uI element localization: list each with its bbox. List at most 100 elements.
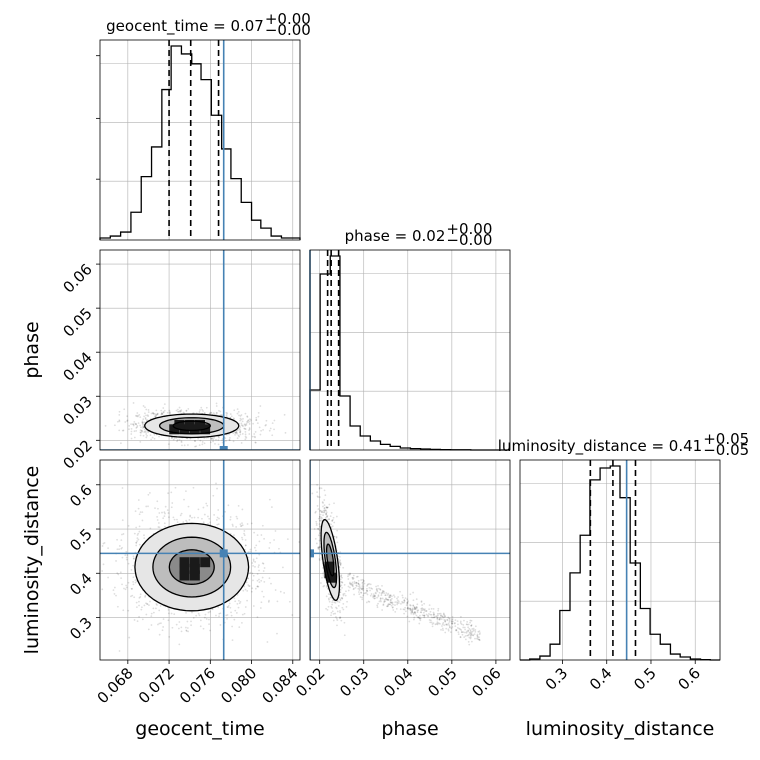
sample-point (417, 616, 420, 619)
sample-point (217, 439, 220, 441)
x-axis-label-geocent-time: geocent_time (135, 718, 264, 740)
sample-point (157, 522, 160, 524)
sample-point (270, 506, 273, 508)
sample-point (144, 430, 147, 432)
x-tick-label: 0.5 (630, 664, 660, 694)
density-cell (179, 570, 190, 581)
sample-point (339, 580, 342, 583)
sample-point (157, 526, 160, 528)
sample-point (336, 600, 339, 603)
sample-point (181, 444, 183, 447)
sample-point (341, 597, 344, 600)
sample-point (415, 606, 418, 609)
sample-point (317, 517, 320, 520)
title-luminosity-distance: luminosity_distance = 0.41 (498, 437, 702, 456)
sample-point (355, 584, 358, 587)
sample-point (436, 612, 439, 615)
sample-point (154, 507, 156, 510)
sample-point (434, 623, 437, 626)
sample-point (461, 633, 464, 636)
sample-point (210, 411, 212, 414)
sample-point (131, 587, 133, 590)
sample-point (451, 622, 454, 625)
sample-point (144, 418, 147, 420)
sample-point (423, 609, 426, 611)
sample-point (170, 437, 173, 439)
sample-point (188, 518, 191, 521)
sample-point (234, 609, 237, 612)
sample-point (476, 636, 479, 639)
sample-point (390, 604, 393, 607)
sample-point (185, 630, 188, 632)
sample-point (141, 425, 144, 428)
sample-point (472, 634, 475, 637)
sample-point (167, 612, 170, 615)
sample-point (122, 429, 125, 432)
sample-point (339, 562, 342, 565)
sample-point (471, 634, 474, 637)
sample-point (436, 622, 439, 625)
sample-point (139, 429, 142, 432)
sample-point (364, 592, 367, 595)
histogram-step (309, 255, 510, 451)
sample-point (176, 439, 179, 441)
sample-point (429, 621, 432, 624)
sample-point (161, 412, 164, 415)
sample-point (317, 527, 320, 530)
sample-point (446, 623, 449, 626)
sample-point (167, 619, 170, 622)
sample-point (373, 594, 376, 597)
sample-point (317, 548, 320, 551)
sample-point (239, 419, 242, 422)
sample-point (212, 494, 215, 497)
sample-point (325, 506, 328, 509)
sample-point (339, 559, 342, 562)
panel-luminosity-distance-histogram (519, 459, 721, 661)
sample-point (436, 617, 439, 619)
sample-point (456, 627, 459, 629)
sample-point (383, 590, 385, 593)
sample-point (136, 620, 139, 623)
sample-point (358, 593, 361, 596)
sample-point (264, 424, 267, 427)
sample-point (383, 592, 386, 595)
sample-point (326, 506, 329, 509)
sample-point (460, 631, 463, 634)
sample-point (207, 522, 209, 525)
sample-point (323, 499, 326, 501)
sample-point (210, 412, 213, 414)
sample-point (164, 505, 167, 508)
sample-point (241, 621, 243, 624)
sample-point (241, 524, 244, 527)
sample-point (240, 442, 243, 444)
sample-point (251, 587, 254, 590)
sample-point (466, 620, 469, 623)
sample-point (469, 630, 472, 633)
sample-point (231, 625, 234, 628)
sample-point (323, 504, 326, 507)
sample-point (477, 630, 480, 633)
sample-point (326, 515, 329, 518)
sample-point (435, 615, 438, 617)
sample-point (156, 500, 159, 503)
sample-point (451, 622, 454, 625)
sample-point (366, 589, 368, 592)
sample-point (167, 492, 170, 495)
sample-point (320, 516, 323, 519)
sample-point (232, 440, 235, 443)
sample-point (458, 627, 461, 630)
sample-point (150, 624, 153, 626)
sample-point (138, 525, 141, 528)
sample-point (247, 419, 249, 422)
sample-point (451, 626, 454, 628)
title-geocent-time: geocent_time = 0.07 (106, 17, 264, 36)
sample-point (428, 619, 431, 621)
sample-point (362, 587, 365, 590)
sample-point (357, 585, 360, 588)
sample-point (239, 431, 241, 434)
sample-point (380, 600, 382, 603)
sample-point (210, 438, 213, 440)
sample-point (218, 612, 221, 615)
sample-point (441, 615, 444, 618)
sample-point (170, 506, 173, 509)
